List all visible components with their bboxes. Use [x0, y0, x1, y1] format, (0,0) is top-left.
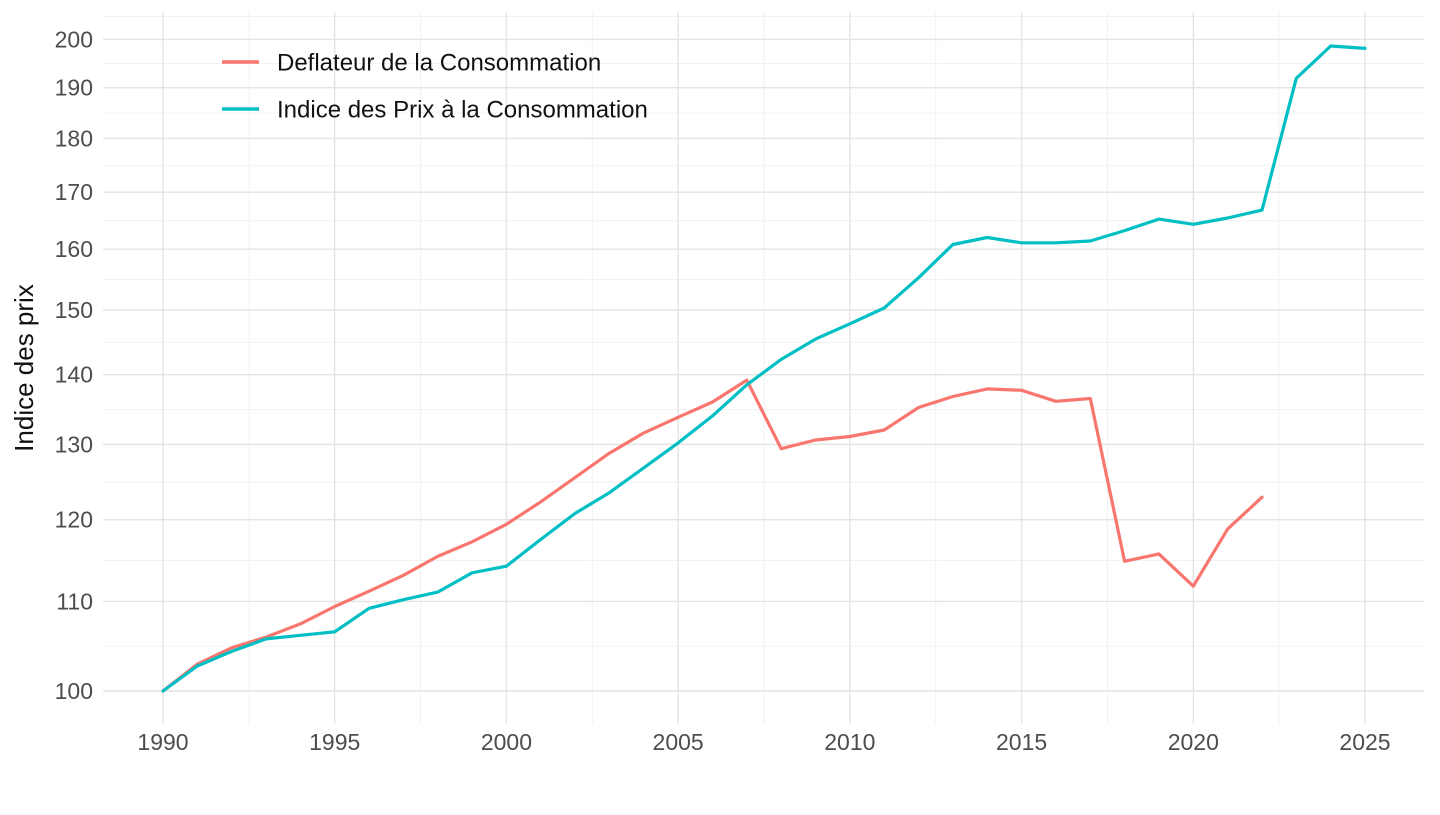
legend-item-deflateur-consommation: Deflateur de la Consommation	[222, 50, 601, 77]
y-tick-label: 110	[56, 588, 93, 614]
x-tick-label: 2025	[1339, 729, 1390, 755]
y-tick-label: 190	[55, 75, 93, 101]
x-tick-label: 1995	[309, 729, 360, 755]
legend-item-indice-prix-consommation: Indice des Prix à la Consommation	[222, 97, 648, 124]
y-tick-label: 140	[55, 362, 93, 388]
legend-label: Deflateur de la Consommation	[277, 50, 601, 77]
x-tick-label: 2020	[1168, 729, 1219, 755]
series-line-indice-prix-consommation	[161, 44, 1367, 693]
series-lines	[161, 44, 1367, 693]
x-tick-label: 2000	[481, 729, 532, 755]
y-tick-label: 180	[55, 125, 93, 151]
y-tick-label: 100	[55, 678, 93, 704]
y-tick-label: 130	[55, 431, 93, 457]
x-tick-label: 2010	[824, 729, 875, 755]
gridlines-major	[103, 12, 1424, 724]
y-tick-label: 120	[55, 507, 93, 533]
gridlines-minor	[103, 12, 1424, 724]
legend-label: Indice des Prix à la Consommation	[277, 97, 648, 124]
y-tick-label: 200	[55, 26, 93, 52]
y-tick-label: 150	[55, 297, 93, 323]
series-line-deflateur-consommation	[161, 378, 1264, 693]
axis-tick-labels: 100 110 120 130 140 150 160 170 180 190 200 1990 199…	[55, 26, 1391, 755]
x-tick-label: 2005	[653, 729, 704, 755]
x-tick-label: 1990	[137, 729, 188, 755]
y-tick-label: 160	[55, 236, 93, 262]
legend: Deflateur de la Consommation Indice des P…	[222, 50, 648, 124]
y-axis-title: Indice des prix	[9, 284, 39, 452]
y-tick-label: 170	[55, 179, 93, 205]
x-tick-label: 2015	[996, 729, 1047, 755]
